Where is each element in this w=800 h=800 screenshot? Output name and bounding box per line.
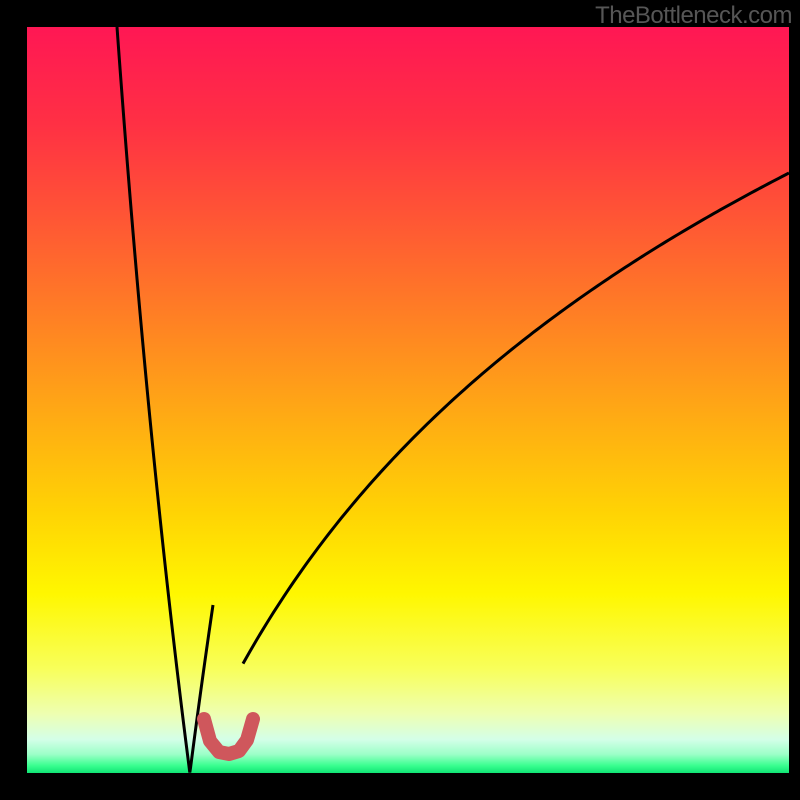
bottleneck-chart	[0, 0, 800, 800]
plot-background	[27, 27, 789, 773]
